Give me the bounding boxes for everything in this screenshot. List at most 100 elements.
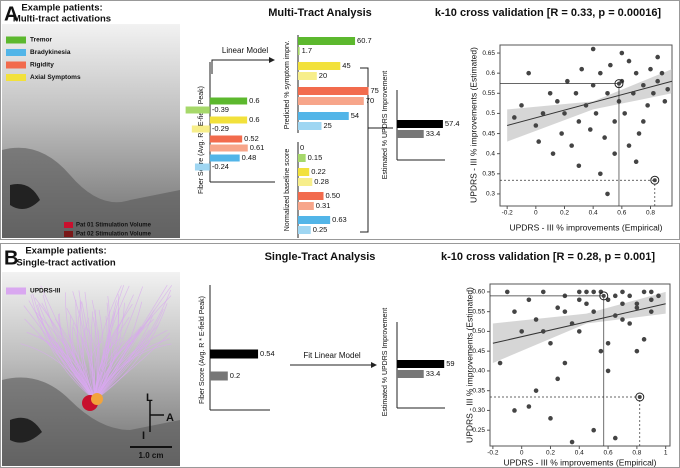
panel-title: Multi-Tract Analysis [268,7,372,19]
data-point [648,289,654,295]
data-point [497,360,503,366]
data-point [598,348,604,354]
legend-label: Axial Symptoms [30,74,81,81]
bar [298,97,364,105]
bar [298,168,310,176]
data-label: 33.4 [426,129,441,138]
orientation-label: A [166,412,174,424]
data-label: 0 [300,143,304,152]
data-point [641,82,646,88]
data-point [512,115,517,120]
data-label: 0.61 [250,143,265,152]
data-point [569,143,574,148]
plot-frame [499,44,673,207]
y-tick-label: 0.55 [472,308,485,315]
data-point [504,289,510,295]
data-point [562,360,568,366]
data-label: -0.24 [212,162,229,171]
data-point [526,404,532,409]
confidence-band [507,69,672,142]
data-label: 57.4 [445,119,460,128]
data-point [573,91,579,96]
x-tick-label: 0.4 [589,210,598,217]
fiber-streak [94,289,172,401]
data-point [576,119,582,124]
model-label: Linear Model [222,46,268,55]
data-point [605,340,611,346]
highlighted-point-core [601,293,606,298]
data-point [559,131,564,136]
confidence-band [492,291,666,364]
y-tick-label: 0.3 [486,191,495,198]
data-point [533,388,539,393]
bar [298,47,300,55]
data-point [576,329,582,334]
panel-title: Single-Tract Analysis [265,251,376,263]
data-point [519,103,524,108]
fiber-streak [94,315,154,401]
fiber-streak [38,335,96,401]
y-tick-label: 0.60 [472,289,485,296]
data-point [634,305,640,311]
y-tick-label: 0.45 [482,130,495,137]
panel-label: B [4,247,18,269]
cv-result: k-10 cross validation [R = 0.28, p = 0.0… [441,251,655,263]
y-axis-label: Fiber Score (Avg. R * E-field Peak) [199,296,206,404]
x-tick-label: 0 [520,450,524,457]
fiber-streak [62,340,96,401]
data-point [579,66,584,72]
data-point [555,305,560,311]
fiber-streak [94,309,164,401]
fiber-streak [73,327,96,401]
bar [209,116,248,124]
data-point [593,111,599,116]
data-point [576,289,582,295]
data-point [605,91,610,96]
data-point [608,62,613,68]
data-point [555,376,560,382]
fiber-streak [38,303,96,401]
data-point [540,329,546,334]
fit-line [507,80,673,126]
data-point [548,416,553,421]
bar [298,62,341,70]
highlighted-point [650,175,660,185]
bracket [360,67,393,233]
data-point [641,289,647,295]
data-point [651,91,656,96]
orientation-label: I [142,430,145,442]
data-point [612,293,618,299]
data-point [648,66,653,72]
data-point [584,301,589,307]
data-point [605,368,611,374]
data-point [584,289,589,295]
panel-heading: Single-tract activation [16,258,115,269]
legend-swatch [64,231,73,237]
highlighted-point-core [637,395,642,400]
bar [298,87,369,95]
data-point [620,317,625,322]
data-point [645,103,650,108]
data-point [626,58,632,64]
highlighted-point [635,392,645,402]
data-point [627,293,632,299]
bar [191,125,210,133]
data-point [526,297,532,303]
bar [298,37,356,45]
data-point [612,151,617,156]
data-point [634,348,640,354]
y-axis-label: Fiber Score (Avg. R * E-field Peak) [198,86,205,194]
x-tick-label: -0.2 [502,210,514,217]
bar [397,370,424,378]
data-label: 70 [366,96,374,105]
data-label: 0.6 [249,115,259,124]
data-point [659,70,665,76]
x-axis-label: UPDRS - III % improvements (Empirical) [503,457,656,467]
bar [209,135,243,143]
highlighted-point-core [652,178,657,183]
data-point [590,46,596,52]
y-tick-label: 0.35 [472,387,485,394]
panel-heading: Multi-tract activations [13,14,111,25]
panel-heading: Example patients: [21,3,102,14]
